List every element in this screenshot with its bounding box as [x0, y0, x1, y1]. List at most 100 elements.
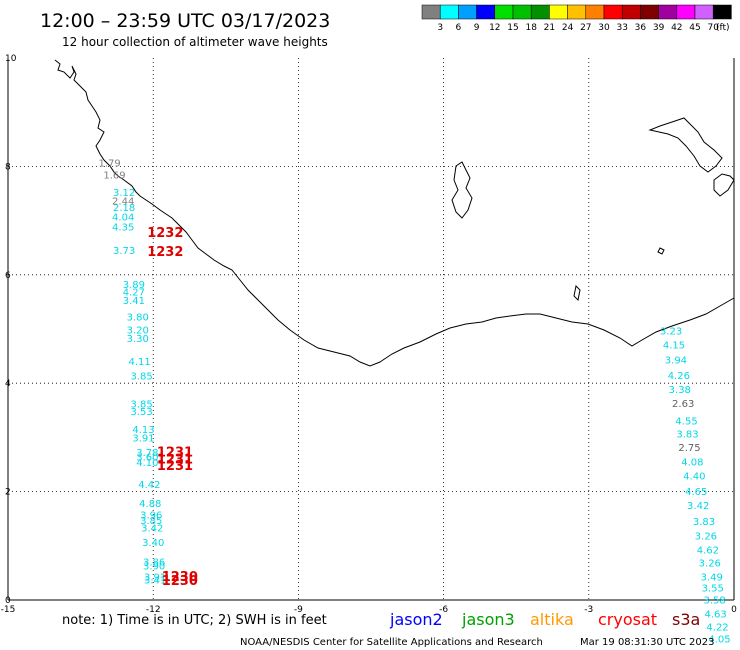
map-frame [7, 58, 735, 601]
swh-label: 4.15 [663, 341, 685, 352]
swh-label: 3.12 [113, 188, 135, 199]
swh-label: 3.83 [693, 517, 715, 528]
pass-time-label: 1230 [162, 574, 198, 589]
swh-label: 3.73 [113, 246, 135, 257]
legend-label: 30 [598, 23, 610, 33]
x-tick-label: 0 [731, 605, 737, 615]
bay-of-bioko-island [451, 161, 473, 219]
legend-label: 42 [671, 23, 682, 33]
legend-label: 70 [707, 23, 719, 33]
swh-label: 3.80 [127, 312, 149, 323]
pass-time-label: 1232 [147, 245, 183, 260]
legend-label: 18 [525, 23, 537, 33]
legend-swatch [421, 4, 441, 20]
swh-label: 3.49 [701, 572, 723, 583]
satellite-legend-item: jason3 [461, 610, 515, 629]
swh-label: 4.42 [138, 480, 160, 491]
legend-swatch [621, 4, 641, 20]
swh-label: 1.69 [103, 170, 125, 181]
legend-label: 45 [689, 23, 700, 33]
northeast-coastline [713, 173, 735, 197]
y-tick-label: 8 [5, 162, 11, 172]
x-tick-label: -3 [584, 605, 593, 615]
swh-label: 2.63 [672, 399, 694, 410]
swh-label: 4.55 [675, 416, 697, 427]
swh-label: 3.91 [144, 572, 166, 583]
swh-label: 3.26 [699, 558, 721, 569]
swh-label: 4.04 [112, 213, 134, 224]
swh-label: 4.62 [697, 545, 719, 556]
swh-label: 4.40 [683, 472, 705, 483]
swh-label: 3.20 [127, 325, 149, 336]
graticule [8, 58, 734, 600]
swh-label: 3.38 [669, 385, 691, 396]
swh-label: 3.60 [136, 453, 158, 464]
swh-label: 2.18 [113, 203, 135, 214]
swh-label: 3.58 [704, 595, 726, 606]
swh-label: 4.22 [706, 622, 728, 633]
swh-label: 3.89 [123, 280, 145, 291]
pass-time-label: 1232 [147, 226, 183, 241]
swh-label: 4.63 [704, 609, 726, 620]
legend-swatch [439, 4, 459, 20]
swh-label: 3.42 [687, 501, 709, 512]
pass-time-label: 1231 [157, 452, 193, 467]
small-inlet [573, 284, 581, 302]
satellite-legend-item: s3a [672, 610, 700, 629]
swh-label: 3.85 [130, 371, 152, 382]
generation-timestamp: Mar 19 08:31:30 UTC 2023 [580, 637, 715, 648]
pass-time-label: 1231 [157, 445, 193, 460]
legend-label: 36 [635, 23, 647, 33]
legend-swatch [658, 4, 678, 20]
lake-volta-shoreline [648, 117, 723, 173]
x-tick-label: -15 [1, 605, 16, 615]
legend-label: 3 [437, 23, 443, 33]
swh-label: 3.41 [123, 296, 145, 307]
satellite-legend-item: jason2 [389, 610, 443, 629]
swh-label: 4.26 [668, 371, 690, 382]
legend-label: 21 [544, 23, 555, 33]
legend-swatch [567, 4, 587, 20]
legend-swatch [676, 4, 696, 20]
swh-label: 4.65 [685, 487, 707, 498]
legend-label: 15 [507, 23, 518, 33]
swh-label: 4.08 [681, 458, 703, 469]
legend-swatch [694, 4, 714, 20]
swh-label: 3.30 [127, 334, 149, 345]
west-africa-coastline [54, 59, 735, 367]
legend-label: 24 [562, 23, 574, 33]
swh-label: 4.13 [132, 425, 154, 436]
swh-label: 3.41 [144, 576, 166, 587]
swh-label: 4.35 [112, 222, 134, 233]
legend-label: 27 [580, 23, 591, 33]
footnote: note: 1) Time is in UTC; 2) SWH is in fe… [62, 613, 327, 628]
swh-label: 4.10 [136, 458, 158, 469]
legend-label: 33 [616, 23, 627, 33]
pass-time-label: 1231 [157, 459, 193, 474]
coastlines [54, 59, 735, 367]
swh-label: 3.85 [130, 400, 152, 411]
swh-label: 3.78 [136, 448, 158, 459]
swh-label: 3.86 [143, 557, 165, 568]
color-legend: 3 6 9 12 15 18 21 24 27 30 33 36 39 42 45 70(ft) [421, 4, 732, 33]
swh-label: 3.85 [140, 516, 162, 527]
legend-swatch [640, 4, 659, 20]
swh-label: 3.23 [660, 326, 682, 337]
pass-time-label: 1230 [162, 570, 198, 585]
legend-swatch [494, 4, 514, 20]
swh-label: 3.94 [665, 356, 687, 367]
legend-swatch [603, 4, 623, 20]
legend-label: 12 [489, 23, 500, 33]
legend-swatch [458, 4, 477, 20]
x-tick-label: -6 [439, 605, 448, 615]
satellite-legend: jason2 jason3 altika cryosat s3a [389, 610, 700, 629]
x-tick-label: -12 [146, 605, 161, 615]
swh-label: 3.96 [140, 511, 162, 522]
swh-label: 4.88 [139, 499, 161, 510]
legend-swatch [476, 4, 496, 20]
legend-swatch [512, 4, 532, 20]
swh-label: 3.42 [141, 524, 163, 535]
swh-label: 2.44 [112, 196, 134, 207]
